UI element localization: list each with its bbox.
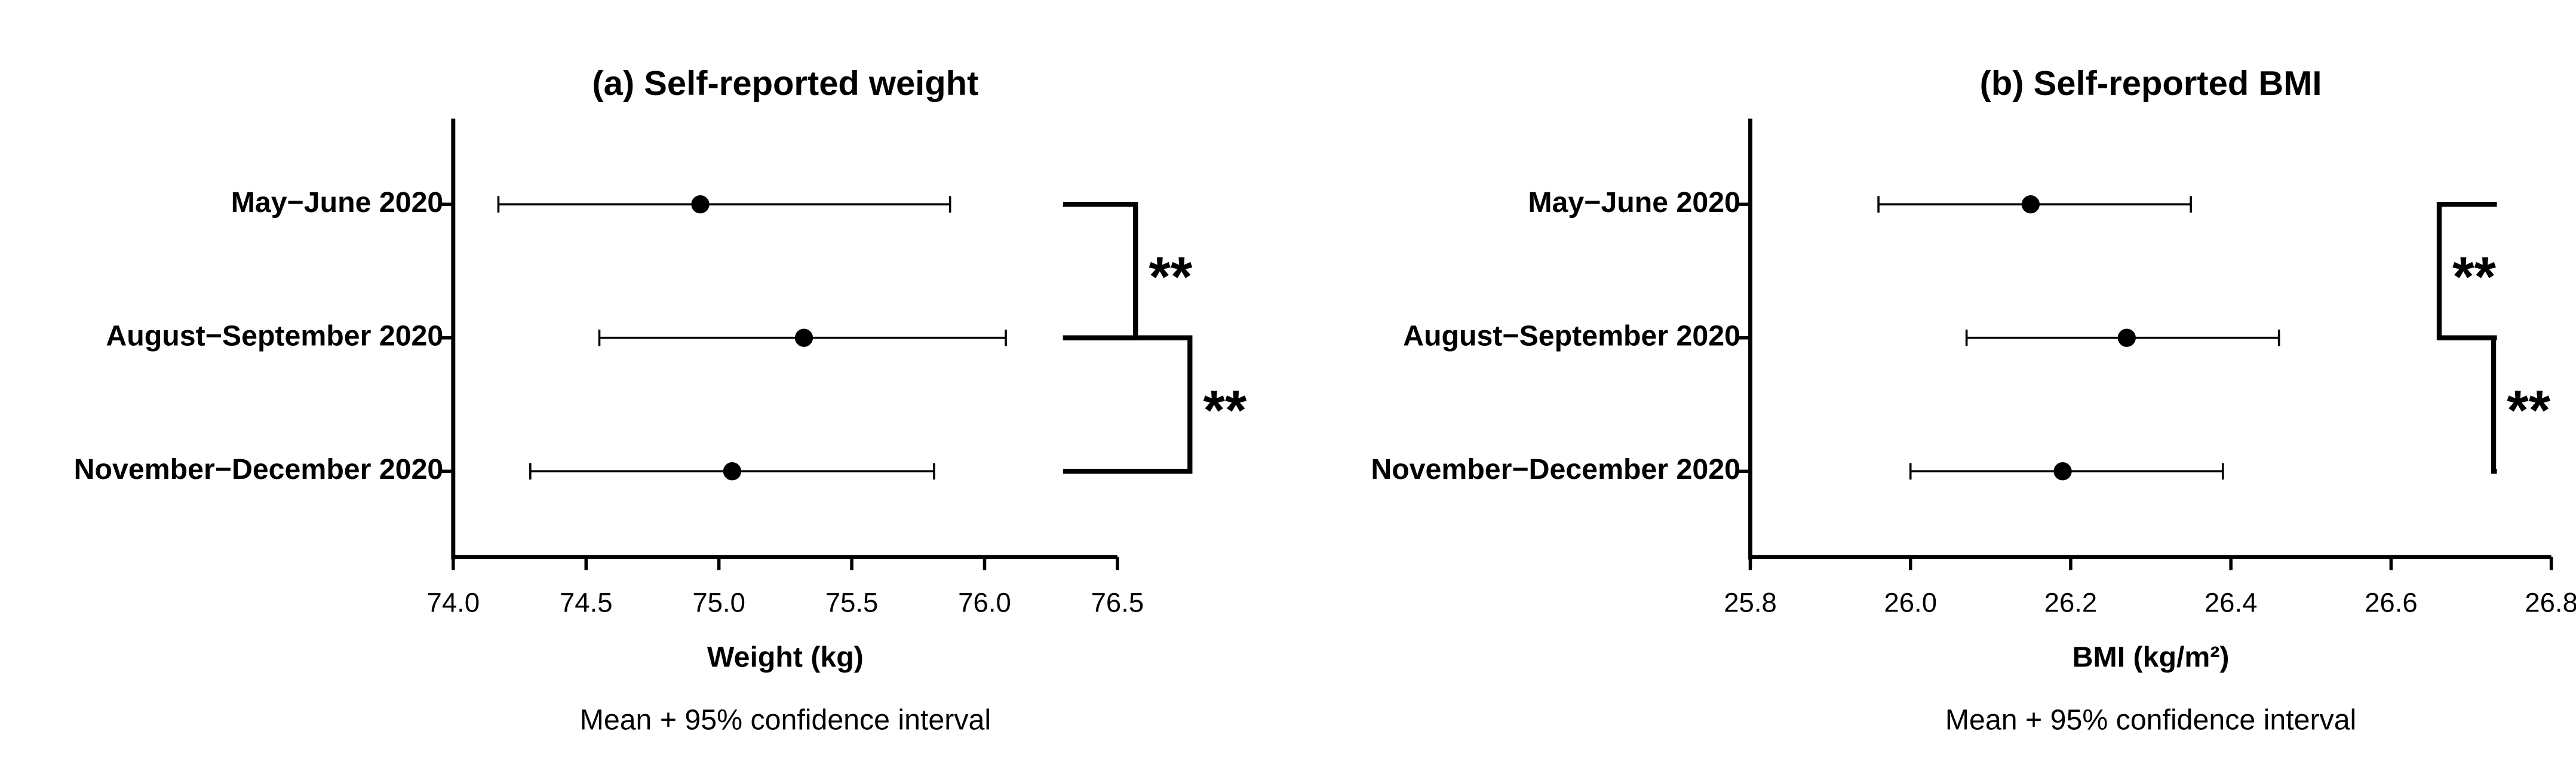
x-tick-label: 76.0 [958,588,1011,618]
x-tick-label: 76.5 [1091,588,1144,618]
mean-dot [2053,462,2072,481]
note: Mean + 95% confidence interval [1945,703,2356,736]
x-tick-label: 75.5 [825,588,879,618]
x-tick-label: 26.8 [2525,588,2576,618]
chart-title: (a) Self-reported weight [592,64,978,103]
chart-title: (b) Self-reported BMI [1980,64,2322,103]
note: Mean + 95% confidence interval [580,703,991,736]
significance-label: ** [2507,379,2551,441]
significance-label: ** [1149,245,1193,308]
x-tick-label: 74.5 [560,588,613,618]
mean-dot [691,195,710,214]
category-label: May−June 2020 [231,186,444,219]
x-tick-label: 26.0 [1884,588,1937,618]
x-tick-label: 25.8 [1724,588,1777,618]
category-label: November−December 2020 [1371,453,1740,485]
mean-dot [723,462,742,481]
mean-dot [2021,195,2040,214]
significance-label: ** [1203,379,1247,441]
significance-bracket [2436,202,2497,340]
significance-bracket [1063,335,1193,474]
x-tick-label: 26.6 [2365,588,2418,618]
x-tick-label: 26.2 [2044,588,2098,618]
x-tick-label: 75.0 [692,588,745,618]
x-tick-label: 26.4 [2205,588,2258,618]
category-label: November−December 2020 [74,453,444,485]
x-axis-label: BMI (kg/m²) [2073,641,2230,674]
x-tick-label: 74.0 [427,588,480,618]
significance-bracket [1063,202,1138,340]
category-label: August−September 2020 [106,319,443,352]
x-axis-label: Weight (kg) [707,641,864,674]
significance-label: ** [2452,245,2497,308]
mean-dot [2117,328,2136,347]
category-label: August−September 2020 [1403,319,1740,352]
mean-dot [794,328,813,347]
significance-bracket [2491,335,2497,474]
category-label: May−June 2020 [1528,186,1740,219]
